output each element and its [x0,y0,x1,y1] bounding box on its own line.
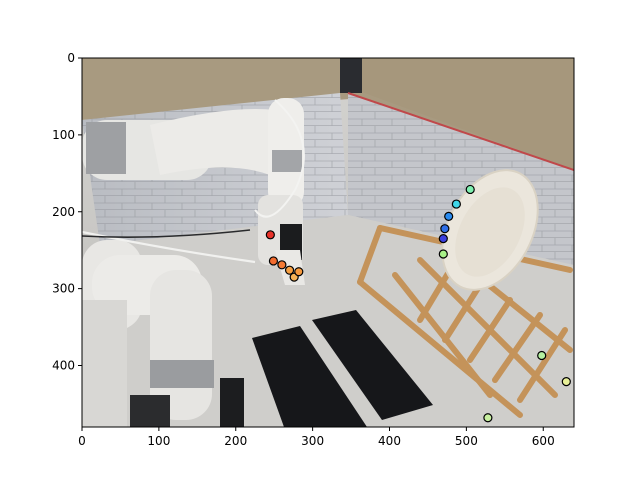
y-axis: 0 100 200 300 400 [52,51,82,373]
x-tick-label: 500 [455,434,478,448]
keypoint-marker [438,249,448,259]
keypoint-marker [438,234,448,244]
keypoint-marker [277,260,287,270]
keypoint-marker [268,256,279,266]
x-tick-label: 400 [378,434,401,448]
y-tick-label: 0 [67,51,75,65]
keypoint-marker [483,413,493,423]
x-axis: 0 100 200 300 400 500 600 [78,427,555,448]
keypoint-marker [294,267,304,277]
keypoint-markers [265,184,571,423]
keypoint-marker [451,199,461,209]
x-tick-label: 100 [147,434,170,448]
y-tick-label: 400 [52,359,75,373]
keypoint-marker [440,224,450,234]
keypoint-marker [465,184,475,195]
y-tick-label: 200 [52,205,75,219]
photo-background [82,58,574,427]
keypoint-marker [561,377,571,387]
x-tick-label: 0 [78,434,86,448]
x-tick-label: 200 [224,434,247,448]
axes-frame [81,57,575,428]
keypoint-marker [284,265,295,275]
keypoint-marker [444,211,454,221]
x-tick-label: 600 [532,434,555,448]
y-tick-label: 300 [52,282,75,296]
x-tick-label: 300 [301,434,324,448]
keypoint-marker [537,350,547,361]
y-tick-label: 100 [52,128,75,142]
keypoint-marker [265,230,275,240]
